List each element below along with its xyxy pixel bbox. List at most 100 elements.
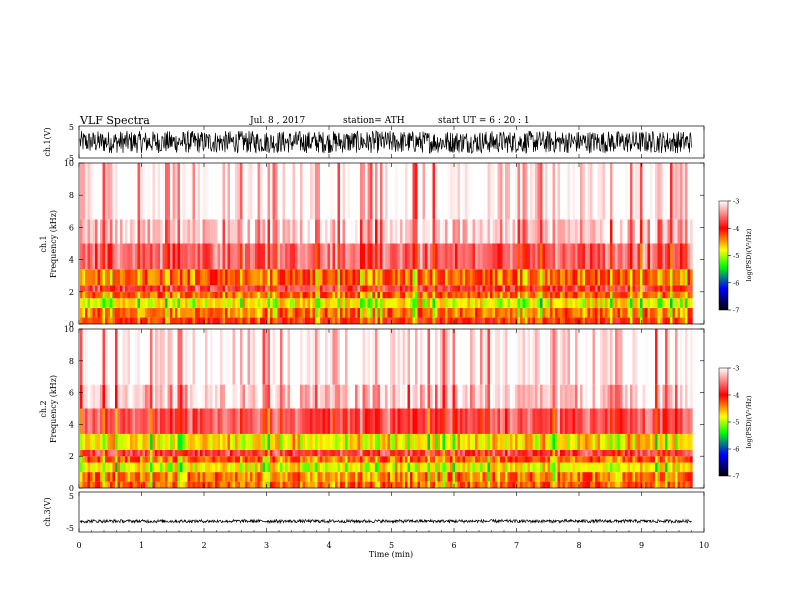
spectrogram-cell (567, 219, 571, 244)
spectrogram-cell (412, 298, 416, 308)
spectrogram-cell (137, 243, 141, 270)
spectrogram-cell (112, 462, 116, 473)
spectrogram-cell (232, 481, 236, 488)
spectrogram-cell (457, 291, 461, 299)
spectrogram-cell (527, 481, 531, 488)
spectrogram-cell (107, 456, 111, 463)
spectrogram-cell (177, 433, 181, 450)
spectrogram-cell (247, 219, 251, 244)
spectrogram-cell (410, 269, 413, 286)
spectrogram-cell (200, 408, 203, 434)
spectrogram-cell (465, 243, 468, 270)
spectrogram-cell (87, 481, 91, 488)
spectrogram-cell (582, 456, 586, 463)
spectrogram-cell (287, 433, 291, 450)
spectrogram-cell (570, 481, 573, 488)
spectrogram-cell (587, 317, 591, 324)
spectrogram-cell (285, 456, 288, 463)
spectrogram-cell (145, 291, 148, 299)
spectrogram-cell (240, 307, 243, 318)
spectrogram-cell (582, 384, 586, 409)
spectrogram-cell (157, 291, 161, 299)
spectrogram-cell (490, 449, 493, 457)
spectrogram-cell (180, 472, 183, 482)
spectrogram-cell (667, 456, 671, 463)
spectrogram-cell (562, 269, 566, 286)
ch3-ytick-label: 5 (69, 492, 74, 501)
spectrogram-cell (322, 472, 326, 482)
spectrogram-cell (140, 269, 143, 286)
spectrogram-cell (275, 269, 278, 286)
spectrogram-cell (92, 433, 96, 450)
spectrogram-cell (110, 433, 113, 450)
spectrogram-cell (577, 163, 581, 220)
spectrogram-cell (82, 329, 86, 385)
spectrogram-cell (427, 481, 431, 488)
spectrogram-cell (675, 433, 678, 450)
spectrogram-cell (87, 456, 91, 463)
spectrogram-cell (492, 307, 496, 318)
spectrogram-cell (372, 472, 376, 482)
spectrogram-cell (605, 472, 608, 482)
spectrogram-cell (377, 269, 381, 286)
spectrogram-cell (507, 285, 511, 292)
spectrogram-cell (310, 243, 313, 270)
spectrogram-cell (332, 433, 336, 450)
spectrogram-cell (455, 408, 458, 434)
spectrogram-cell (85, 163, 88, 220)
spectrogram-cell (312, 317, 316, 324)
ch2-spectrogram-heatmap (80, 329, 693, 488)
spectrogram-cell (295, 243, 298, 270)
spectrogram-cell (672, 163, 676, 220)
spectrogram-cell (395, 456, 398, 463)
spectrogram-cell (647, 298, 651, 308)
spectrogram-cell (560, 462, 563, 473)
spectrogram-cell (632, 329, 636, 385)
spectrogram-cell (532, 449, 536, 457)
spectrogram-cell (422, 408, 426, 434)
spectrogram-cell (282, 384, 286, 409)
spectrogram-cell (430, 163, 433, 220)
spectrogram-cell (165, 456, 168, 463)
spectrogram-cell (667, 243, 671, 270)
spectrogram-cell (362, 291, 366, 299)
spectrogram-cell (162, 449, 166, 457)
spectrogram-cell (645, 456, 648, 463)
spectrogram-cell (175, 384, 178, 409)
spectrogram-cell (212, 481, 216, 488)
spectrogram-cell (145, 481, 148, 488)
spectrogram-cell (202, 462, 206, 473)
spectrogram-cell (520, 269, 523, 286)
spectrogram-cell (320, 449, 323, 457)
spectrogram-cell (612, 456, 616, 463)
spectrogram-cell (680, 481, 683, 488)
spectrogram-cell (405, 472, 408, 482)
spectrogram-cell (315, 384, 318, 409)
spectrogram-cell (117, 298, 121, 308)
spectrogram-cell (542, 462, 546, 473)
spectrogram-cell (642, 269, 646, 286)
spectrogram-cell (327, 462, 331, 473)
spectrogram-cell (380, 269, 383, 286)
spectrogram-cell (560, 317, 563, 324)
spectrogram-cell (580, 163, 583, 220)
spectrogram-cell (537, 219, 541, 244)
spectrogram-cell (542, 433, 546, 450)
spectrogram-cell (685, 269, 688, 286)
spectrogram-cell (415, 472, 418, 482)
spectrogram-cell (425, 481, 428, 488)
time-axis-label: Time (min) (369, 550, 413, 559)
spectrogram-cell (505, 269, 508, 286)
spectrogram-cell (127, 243, 131, 270)
spectrogram-cell (320, 433, 323, 450)
spectrogram-cell (347, 243, 351, 270)
spectrogram-cell (350, 433, 353, 450)
spectrogram-cell (105, 456, 108, 463)
spectrogram-cell (400, 298, 403, 308)
spectrogram-cell (645, 269, 648, 286)
spectrogram-cell (390, 408, 393, 434)
spectrogram-cell (495, 449, 498, 457)
spectrogram-cell (335, 384, 338, 409)
spectrogram-cell (385, 285, 388, 292)
spectrogram-cell (500, 481, 503, 488)
